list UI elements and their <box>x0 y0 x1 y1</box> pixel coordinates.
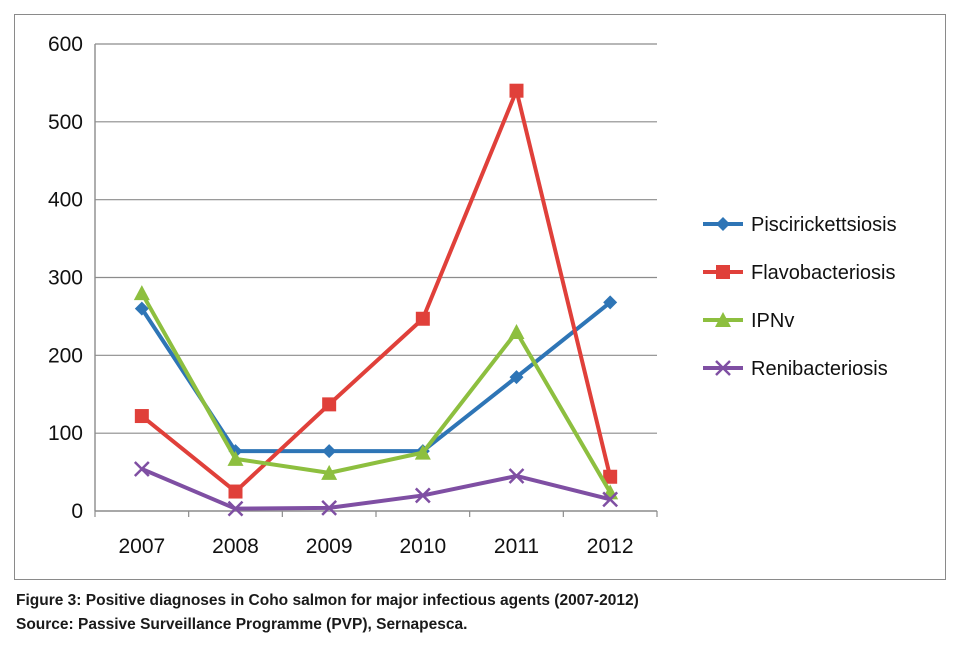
x-tick-label: 2007 <box>118 535 165 558</box>
gridlines <box>95 43 657 434</box>
data-point-ipnv <box>227 450 244 466</box>
marker-stroke <box>715 360 731 376</box>
series-line-flavobacteriosis <box>140 88 613 494</box>
legend-item-ipnv: IPNv <box>703 310 794 332</box>
legend-swatch-marker <box>715 360 731 376</box>
legend-label: Renibacteriosis <box>751 358 888 380</box>
data-point-piscirickettsiosis <box>134 301 149 316</box>
data-point-ipnv <box>508 323 525 339</box>
data-point-flavobacteriosis <box>228 484 243 499</box>
series-ipnv <box>133 285 619 500</box>
legend-swatch-marker <box>716 217 730 231</box>
series-line-ipnv <box>140 292 612 494</box>
legend: Piscirickettsiosis Flavobacteriosis IPNv Re… <box>703 214 897 380</box>
data-point-renibacteriosis <box>133 461 150 477</box>
chart-frame: 0 100 200 300 400 500 600 2007 2008 2009 2010 2011 2… <box>14 14 946 580</box>
legend-item-piscirickettsiosis: Piscirickettsiosis <box>703 214 897 236</box>
data-point-renibacteriosis <box>414 487 431 504</box>
axes: 0 100 200 300 400 500 600 2007 2008 2009 2010 2011 2… <box>48 33 658 558</box>
marker-stroke <box>602 491 619 508</box>
x-tick-label: 2008 <box>212 535 259 558</box>
data-point-flavobacteriosis <box>415 311 430 326</box>
y-tick-label: 0 <box>71 500 83 523</box>
series-line-renibacteriosis <box>141 467 611 511</box>
y-tick-label: 200 <box>48 344 83 367</box>
legend-item-flavobacteriosis: Flavobacteriosis <box>703 262 896 284</box>
data-point-piscirickettsiosis <box>603 295 618 310</box>
data-point-flavobacteriosis <box>603 469 618 484</box>
series-renibacteriosis <box>133 461 619 517</box>
marker-stroke <box>321 500 338 516</box>
legend-label: Piscirickettsiosis <box>751 214 897 236</box>
line-chart: 0 100 200 300 400 500 600 2007 2008 2009 2010 2011 2… <box>48 33 897 558</box>
marker-stroke <box>508 468 525 484</box>
data-point-piscirickettsiosis <box>322 444 337 459</box>
data-point-ipnv <box>133 285 150 301</box>
legend-label: IPNv <box>751 310 794 332</box>
series-lines <box>133 83 619 517</box>
figure-caption: Figure 3: Positive diagnoses in Coho sal… <box>16 592 639 609</box>
data-point-ipnv <box>414 444 431 460</box>
legend-swatch-marker <box>716 265 730 279</box>
figure-source: Source: Passive Surveillance Programme (… <box>16 616 468 633</box>
data-point-renibacteriosis <box>227 500 244 517</box>
x-tick-label: 2009 <box>306 535 353 558</box>
data-point-flavobacteriosis <box>322 397 337 412</box>
data-point-flavobacteriosis <box>509 83 524 98</box>
legend-swatch-marker <box>715 312 731 327</box>
marker-stroke <box>227 500 244 517</box>
y-tick-label: 600 <box>48 33 83 56</box>
series-flavobacteriosis <box>134 83 618 499</box>
x-tick-label: 2012 <box>587 535 634 558</box>
data-point-ipnv <box>321 464 338 480</box>
data-point-renibacteriosis <box>508 468 525 484</box>
legend-label: Flavobacteriosis <box>751 262 896 284</box>
x-tick-label: 2010 <box>399 535 446 558</box>
legend-item-renibacteriosis: Renibacteriosis <box>703 358 888 380</box>
x-tick-label: 2011 <box>494 535 539 558</box>
marker-stroke <box>414 487 431 504</box>
marker-stroke <box>133 461 150 477</box>
data-point-renibacteriosis <box>321 500 338 516</box>
data-point-flavobacteriosis <box>134 409 149 424</box>
y-tick-label: 100 <box>48 422 83 445</box>
data-point-piscirickettsiosis <box>509 370 524 385</box>
y-tick-label: 500 <box>48 111 83 134</box>
y-tick-label: 400 <box>48 189 83 212</box>
data-point-renibacteriosis <box>602 491 619 508</box>
y-tick-label: 300 <box>48 267 83 290</box>
series-line-piscirickettsiosis <box>140 300 612 454</box>
